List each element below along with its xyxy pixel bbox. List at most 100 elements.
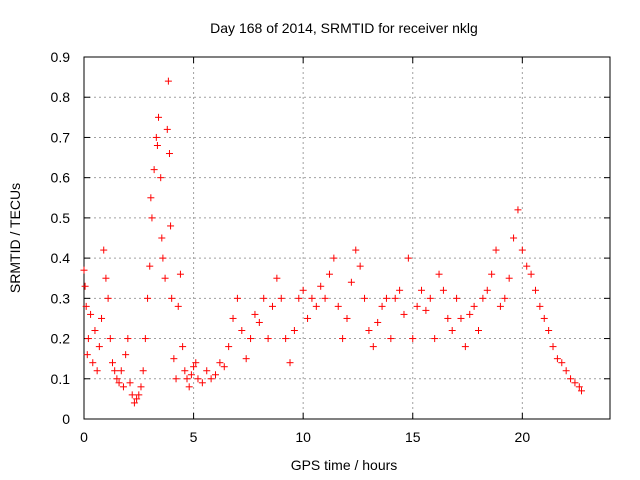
data-point	[212, 371, 219, 379]
data-point	[286, 359, 294, 367]
data-point	[308, 294, 316, 302]
grid-lines	[84, 57, 610, 419]
x-tick-label: 10	[295, 429, 311, 445]
data-point	[558, 359, 566, 367]
data-point	[247, 335, 255, 343]
data-point	[501, 294, 509, 302]
data-point	[81, 282, 89, 290]
y-axis-label: SRMTID / TECUs	[7, 183, 23, 293]
data-point	[87, 310, 95, 318]
data-point	[387, 335, 395, 343]
data-point	[334, 302, 342, 310]
data-point	[194, 375, 202, 383]
data-point	[374, 318, 382, 326]
axis-ticks: 0 5 10 15 20 0 0.1 0.2 0.3 0.4 0.5 0.6 0.7 0.8 0.9	[51, 49, 610, 445]
data-point	[483, 286, 491, 294]
y-tick-label: 0.5	[51, 210, 71, 226]
data-point	[159, 254, 167, 262]
data-point	[122, 351, 130, 359]
y-tick-label: 0.7	[51, 129, 71, 145]
data-point	[290, 327, 298, 335]
data-point	[242, 355, 250, 363]
data-point	[431, 335, 439, 343]
y-tick-label: 0.4	[51, 250, 71, 266]
data-point	[117, 367, 125, 375]
x-tick-label: 20	[515, 429, 531, 445]
data-point	[578, 387, 586, 395]
data-point	[135, 391, 143, 399]
chart-title: Day 168 of 2014, SRMTID for receiver nkl…	[210, 20, 478, 36]
data-point	[567, 375, 575, 383]
data-point	[540, 314, 548, 322]
x-axis-label: GPS time / hours	[291, 457, 398, 473]
data-point	[545, 327, 553, 335]
data-point	[571, 379, 579, 387]
data-point	[133, 395, 141, 403]
data-point	[461, 343, 469, 351]
data-point	[413, 302, 421, 310]
data-point	[164, 77, 172, 85]
data-point	[102, 274, 110, 282]
data-point	[150, 166, 158, 174]
data-point	[260, 294, 268, 302]
data-point	[488, 270, 496, 278]
data-point	[321, 294, 329, 302]
data-point	[111, 367, 119, 375]
data-point	[418, 286, 426, 294]
data-point	[207, 375, 215, 383]
data-point	[356, 262, 364, 270]
data-point	[172, 375, 180, 383]
data-point	[198, 379, 206, 387]
data-point	[536, 302, 544, 310]
data-point	[163, 125, 171, 133]
plot-frame	[83, 56, 611, 420]
data-point	[496, 302, 504, 310]
data-point	[220, 363, 228, 371]
data-point	[137, 383, 145, 391]
data-point	[317, 282, 325, 290]
data-point	[80, 266, 88, 274]
data-point	[185, 383, 193, 391]
data-point	[444, 314, 452, 322]
data-point	[148, 214, 156, 222]
data-point	[155, 113, 163, 121]
data-point	[518, 246, 526, 254]
y-tick-label: 0.3	[51, 290, 71, 306]
data-point	[93, 367, 101, 375]
data-point	[82, 302, 90, 310]
data-point	[83, 351, 91, 359]
data-point	[255, 318, 263, 326]
data-point	[158, 234, 166, 242]
data-point	[312, 302, 320, 310]
data-point	[128, 391, 136, 399]
data-point	[527, 270, 535, 278]
y-tick-label: 0.8	[51, 89, 71, 105]
data-point	[396, 286, 404, 294]
data-point	[181, 367, 189, 375]
data-point	[330, 254, 338, 262]
data-point	[203, 367, 211, 375]
data-point	[325, 270, 333, 278]
data-point	[104, 294, 112, 302]
data-point	[470, 302, 478, 310]
y-tick-label: 0	[62, 411, 70, 427]
y-tick-label: 0.6	[51, 170, 71, 186]
data-point	[466, 310, 474, 318]
data-point	[141, 335, 149, 343]
data-point	[229, 314, 237, 322]
data-point	[514, 206, 522, 214]
data-point	[479, 294, 487, 302]
data-point	[98, 314, 106, 322]
data-point	[435, 270, 443, 278]
data-point	[382, 294, 390, 302]
data-point	[391, 294, 399, 302]
data-point	[426, 294, 434, 302]
data-point	[531, 286, 539, 294]
data-point	[409, 335, 417, 343]
data-point	[475, 327, 482, 335]
y-tick-label: 0.2	[51, 331, 71, 347]
x-tick-label: 0	[80, 429, 88, 445]
data-point	[89, 359, 97, 367]
data-point	[343, 314, 351, 322]
